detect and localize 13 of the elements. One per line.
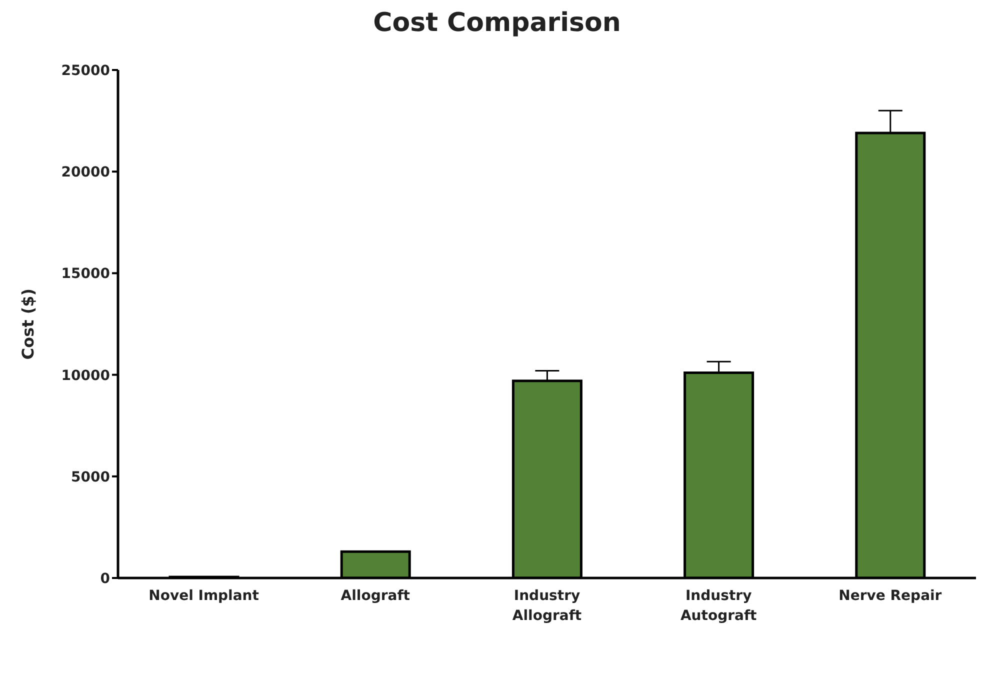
- y-axis-title: Cost ($): [18, 288, 38, 360]
- x-tick-label: Novel Implant: [148, 588, 260, 604]
- x-tick-label: Allograft: [340, 588, 410, 604]
- y-tick-label: 20000: [61, 164, 110, 181]
- y-tick-label: 5000: [71, 469, 110, 486]
- y-tick-label: 15000: [61, 266, 110, 282]
- x-tick-label: Nerve Repair: [838, 588, 942, 604]
- y-tick-label: 0: [100, 570, 110, 587]
- x-tick-label: Industry Autograft: [680, 588, 758, 624]
- x-tick-label: Industry Allograft: [512, 588, 582, 624]
- y-tick-label: 10000: [61, 368, 110, 384]
- chart-title: Cost Comparison: [372, 8, 622, 38]
- y-tick-label: 25000: [61, 62, 110, 79]
